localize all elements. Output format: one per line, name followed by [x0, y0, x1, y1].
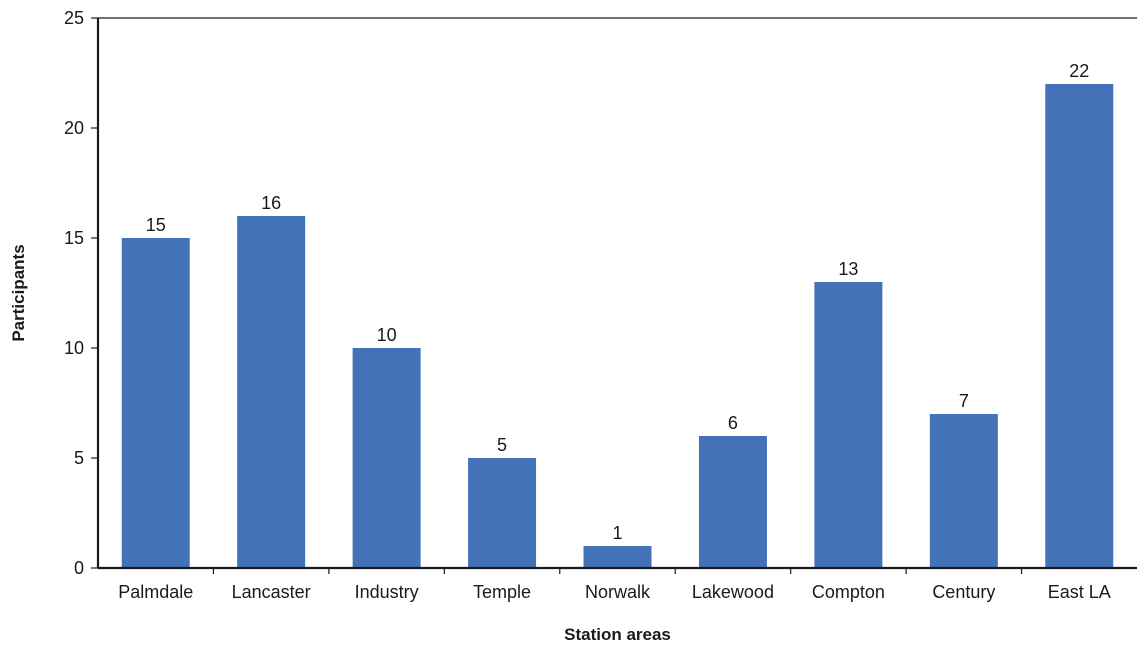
x-tick-label: Palmdale [118, 582, 193, 602]
bar-palmdale [121, 238, 190, 568]
x-axis-tick-labels: Palmdale Lancaster Industry Temple Norwalk La… [118, 582, 1111, 602]
bar-lancaster [237, 216, 306, 568]
y-tick-label: 10 [64, 338, 84, 358]
x-tick-label: Norwalk [585, 582, 651, 602]
y-axis-title: Participants [9, 244, 28, 341]
bar-compton [814, 282, 883, 568]
data-label: 6 [728, 413, 738, 433]
y-axis-tick-labels: 0 5 10 15 20 25 [64, 8, 84, 578]
x-tick-label: Industry [355, 582, 419, 602]
bars [121, 84, 1114, 568]
x-tick-label: East LA [1048, 582, 1111, 602]
y-tick-label: 0 [74, 558, 84, 578]
x-tick-label: Lakewood [692, 582, 774, 602]
data-label: 10 [377, 325, 397, 345]
x-tick-label: Temple [473, 582, 531, 602]
bar-east-la [1045, 84, 1114, 568]
y-tick-label: 25 [64, 8, 84, 28]
data-label: 22 [1069, 61, 1089, 81]
data-label: 15 [146, 215, 166, 235]
x-tick-label: Compton [812, 582, 885, 602]
bar-norwalk [583, 546, 652, 568]
data-label: 5 [497, 435, 507, 455]
data-label: 16 [261, 193, 281, 213]
bar-century [929, 414, 998, 568]
data-label: 7 [959, 391, 969, 411]
y-tick-label: 5 [74, 448, 84, 468]
y-tick-label: 15 [64, 228, 84, 248]
bar-industry [352, 348, 421, 568]
bar-lakewood [698, 436, 767, 568]
axes [96, 17, 1137, 570]
data-label: 1 [612, 523, 622, 543]
y-tick-label: 20 [64, 118, 84, 138]
bar-temple [468, 458, 537, 568]
x-tick-label: Century [932, 582, 995, 602]
y-axis-ticks [91, 17, 98, 569]
data-label: 13 [838, 259, 858, 279]
x-axis-title: Station areas [564, 625, 671, 644]
x-tick-label: Lancaster [232, 582, 311, 602]
